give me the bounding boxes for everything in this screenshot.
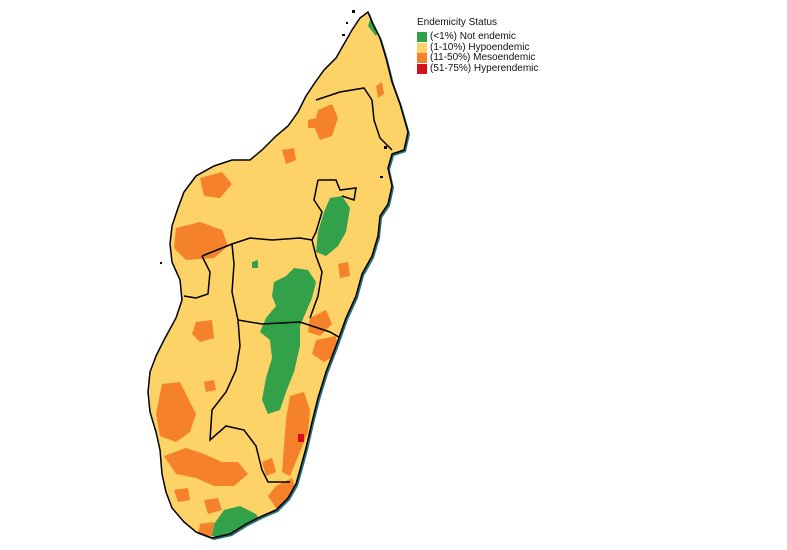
legend-item-hypoendemic: (1-10%) Hypoendemic: [417, 41, 538, 54]
offshore-islets: [160, 10, 387, 264]
legend: Endemicity Status (<1%) Not endemic (1-1…: [417, 18, 538, 74]
legend-item-not-endemic: (<1%) Not endemic: [417, 32, 538, 43]
legend-swatch-hypoendemic: [417, 42, 427, 53]
legend-label: (1-10%) Hypoendemic: [430, 41, 530, 53]
legend-swatch-hyperendemic: [417, 63, 427, 74]
hyperendemic-area: [298, 434, 304, 442]
legend-label: (<1%) Not endemic: [430, 31, 516, 43]
legend-title: Endemicity Status: [417, 17, 498, 28]
legend-label: (11-50%) Mesoendemic: [430, 52, 536, 64]
legend-swatch-mesoendemic: [417, 53, 427, 64]
legend-item-mesoendemic: (11-50%) Mesoendemic: [417, 53, 538, 64]
legend-item-hyperendemic: (51-75%) Hyperendemic: [417, 62, 539, 75]
island-outline: [147, 10, 409, 539]
legend-swatch-not-endemic: [417, 32, 427, 43]
island-hypoendemic-area: [148, 12, 408, 538]
region-boundaries: [183, 87, 393, 483]
legend-label: (51-75%) Hyperendemic: [430, 62, 539, 74]
